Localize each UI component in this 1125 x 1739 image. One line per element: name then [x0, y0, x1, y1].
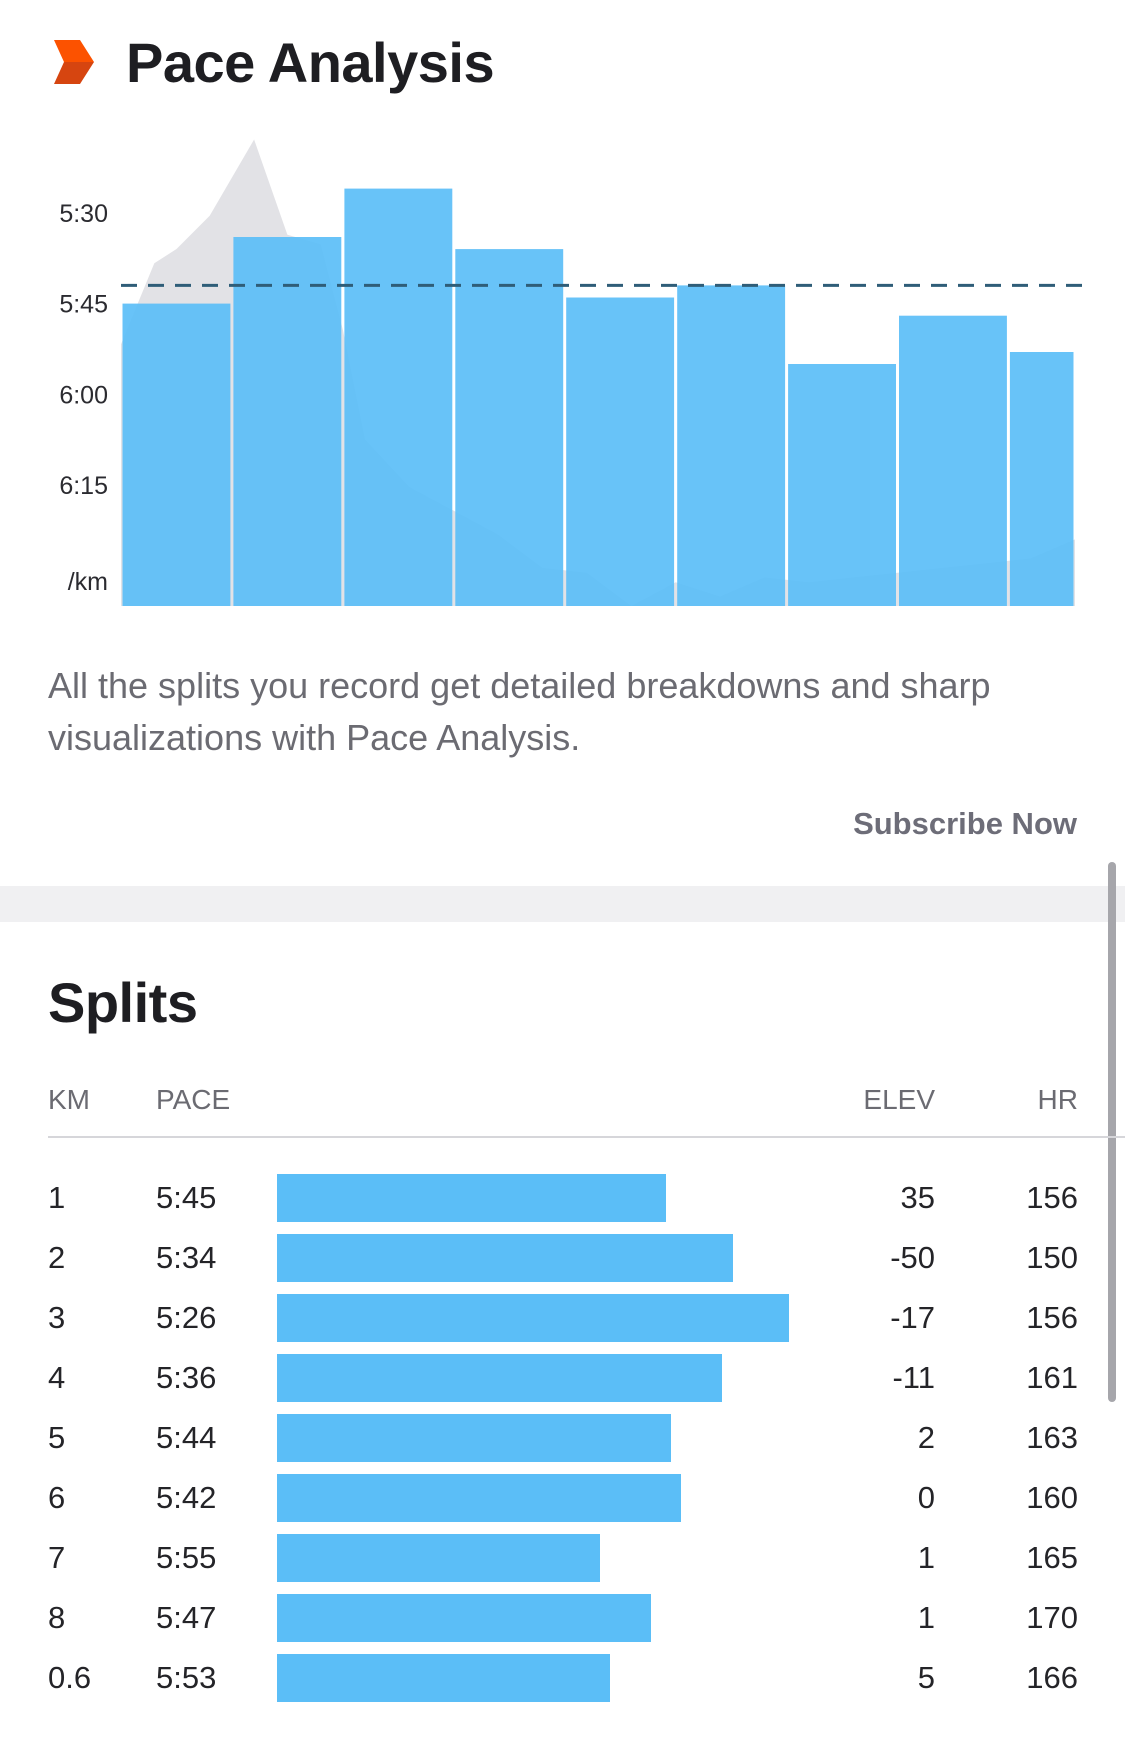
split-row: 2 5:34 -50 150 — [0, 1234, 1125, 1294]
split-row: 6 5:42 0 160 — [0, 1474, 1125, 1534]
split-hr: 166 — [1026, 1660, 1078, 1695]
pace-bars — [122, 188, 1074, 606]
split-hr: 156 — [1026, 1300, 1078, 1335]
column-header-hr: HR — [1037, 1084, 1078, 1115]
section-divider — [0, 886, 1125, 922]
split-km: 7 — [48, 1540, 66, 1575]
pace-analysis-header: Pace Analysis — [50, 22, 495, 102]
split-pace-bar — [277, 1594, 651, 1642]
y-axis-labels: 5:30 5:45 6:00 6:15/km — [59, 200, 108, 596]
pace-analysis-description: All the splits you record get detailed b… — [48, 665, 991, 758]
split-row: 3 5:26 -17 156 — [0, 1294, 1125, 1354]
split-pace: 5:55 — [156, 1540, 217, 1575]
split-elev: 2 — [917, 1420, 935, 1455]
pace-bar-km-2 — [233, 237, 342, 606]
split-pace-bar — [277, 1174, 666, 1222]
y-tick-label: 6:15 — [59, 472, 108, 500]
scrollbar[interactable] — [1108, 862, 1116, 1402]
split-km: 0.6 — [48, 1660, 92, 1695]
y-tick-label: 6:00 — [59, 381, 108, 409]
split-pace: 5:45 — [156, 1180, 217, 1215]
split-row: 8 5:47 1 170 — [0, 1594, 1125, 1654]
subscribe-now-button[interactable]: Subscribe Now — [853, 806, 1077, 841]
pace-bar-km-0-6 — [1009, 352, 1074, 606]
split-pace-bar — [277, 1534, 600, 1582]
split-hr: 165 — [1026, 1540, 1078, 1575]
header-divider — [48, 1136, 1125, 1138]
split-pace: 5:44 — [156, 1420, 217, 1455]
split-hr: 160 — [1026, 1480, 1078, 1515]
orange-chevron-icon — [54, 40, 94, 84]
split-elev: 1 — [917, 1600, 935, 1635]
split-km: 4 — [48, 1360, 66, 1395]
split-pace-bar — [277, 1414, 671, 1462]
pace-bar-km-3 — [344, 188, 453, 606]
split-km: 2 — [48, 1240, 66, 1275]
column-header-pace: PACE — [156, 1084, 231, 1115]
split-pace: 5:36 — [156, 1360, 217, 1395]
split-hr: 161 — [1026, 1360, 1078, 1395]
pace-analysis-title: Pace Analysis — [126, 30, 495, 94]
split-elev: -50 — [890, 1240, 935, 1275]
split-row: 0.6 5:53 5 166 — [0, 1654, 1125, 1714]
pace-bar-km-5 — [566, 297, 675, 606]
split-km: 8 — [48, 1600, 66, 1635]
split-elev: 5 — [917, 1660, 935, 1695]
split-pace: 5:26 — [156, 1300, 217, 1335]
pace-bar-km-1 — [122, 303, 231, 606]
split-pace-bar — [277, 1474, 681, 1522]
split-km: 5 — [48, 1420, 66, 1455]
split-km: 1 — [48, 1180, 66, 1215]
split-pace-bar — [277, 1654, 610, 1702]
pace-bar-km-4 — [455, 249, 564, 606]
split-row: 1 5:45 35 156 — [0, 1174, 1125, 1234]
y-unit-label: /km — [68, 568, 108, 596]
pace-bar-km-8 — [899, 315, 1007, 606]
split-elev: 35 — [900, 1180, 935, 1215]
split-hr: 150 — [1026, 1240, 1078, 1275]
split-row: 4 5:36 -11 161 — [0, 1354, 1125, 1414]
split-elev: 1 — [917, 1540, 935, 1575]
splits-title: Splits — [48, 971, 198, 1034]
split-pace: 5:53 — [156, 1660, 217, 1695]
split-hr: 156 — [1026, 1180, 1078, 1215]
column-header-km: KM — [48, 1084, 90, 1115]
split-elev: 0 — [917, 1480, 935, 1515]
split-pace-bar — [277, 1354, 722, 1402]
split-hr: 163 — [1026, 1420, 1078, 1455]
pace-chart: 5:30 5:45 6:00 6:15/km — [59, 139, 1085, 606]
y-tick-label: 5:45 — [59, 291, 108, 319]
column-header-elev: ELEV — [863, 1084, 935, 1115]
split-row: 5 5:44 2 163 — [0, 1414, 1125, 1474]
split-km: 3 — [48, 1300, 66, 1335]
split-pace: 5:42 — [156, 1480, 217, 1515]
split-pace-bar — [277, 1234, 733, 1282]
y-tick-label: 5:30 — [59, 200, 108, 228]
pace-bar-km-7 — [788, 364, 896, 606]
split-pace-bar — [277, 1294, 789, 1342]
split-elev: -11 — [892, 1360, 935, 1395]
split-elev: -17 — [890, 1300, 935, 1335]
split-pace: 5:34 — [156, 1240, 217, 1275]
split-pace: 5:47 — [156, 1600, 217, 1635]
split-row: 7 5:55 1 165 — [0, 1534, 1125, 1594]
pace-bar-km-6 — [677, 285, 786, 606]
split-hr: 170 — [1026, 1600, 1078, 1635]
split-km: 6 — [48, 1480, 66, 1515]
